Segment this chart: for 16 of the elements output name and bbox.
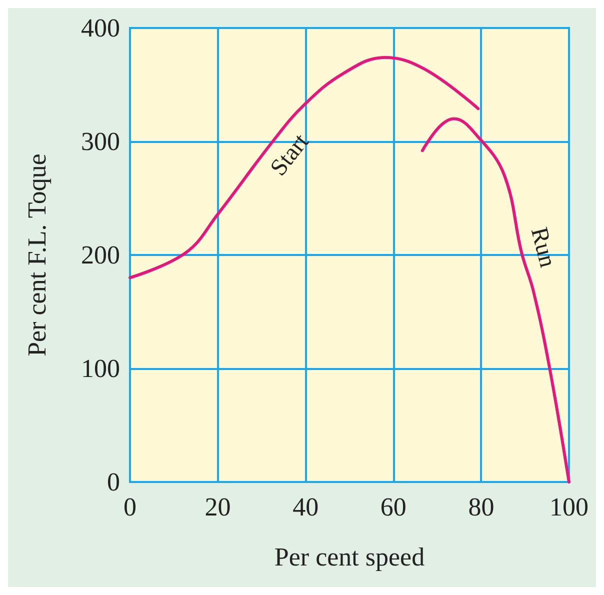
x-tick-label: 80 — [468, 492, 494, 522]
y-axis-title: Per cent F.L. Toque — [22, 154, 52, 356]
x-tick-label: 40 — [292, 492, 319, 522]
x-tick-label: 100 — [550, 492, 588, 522]
y-tick-label: 0 — [107, 468, 120, 496]
y-tick-label: 300 — [81, 127, 120, 156]
text: Start — [266, 129, 314, 181]
x-tick-label: 20 — [204, 492, 231, 522]
line-series — [128, 56, 480, 280]
y-tick-label: 200 — [81, 240, 120, 270]
y-tick-label: 400 — [81, 14, 120, 42]
x-axis-title: Per cent speed — [274, 542, 425, 572]
line-series — [420, 117, 570, 484]
text: Run — [525, 224, 560, 270]
y-tick-label: 100 — [81, 354, 120, 383]
x-tick-label: 60 — [380, 492, 406, 522]
